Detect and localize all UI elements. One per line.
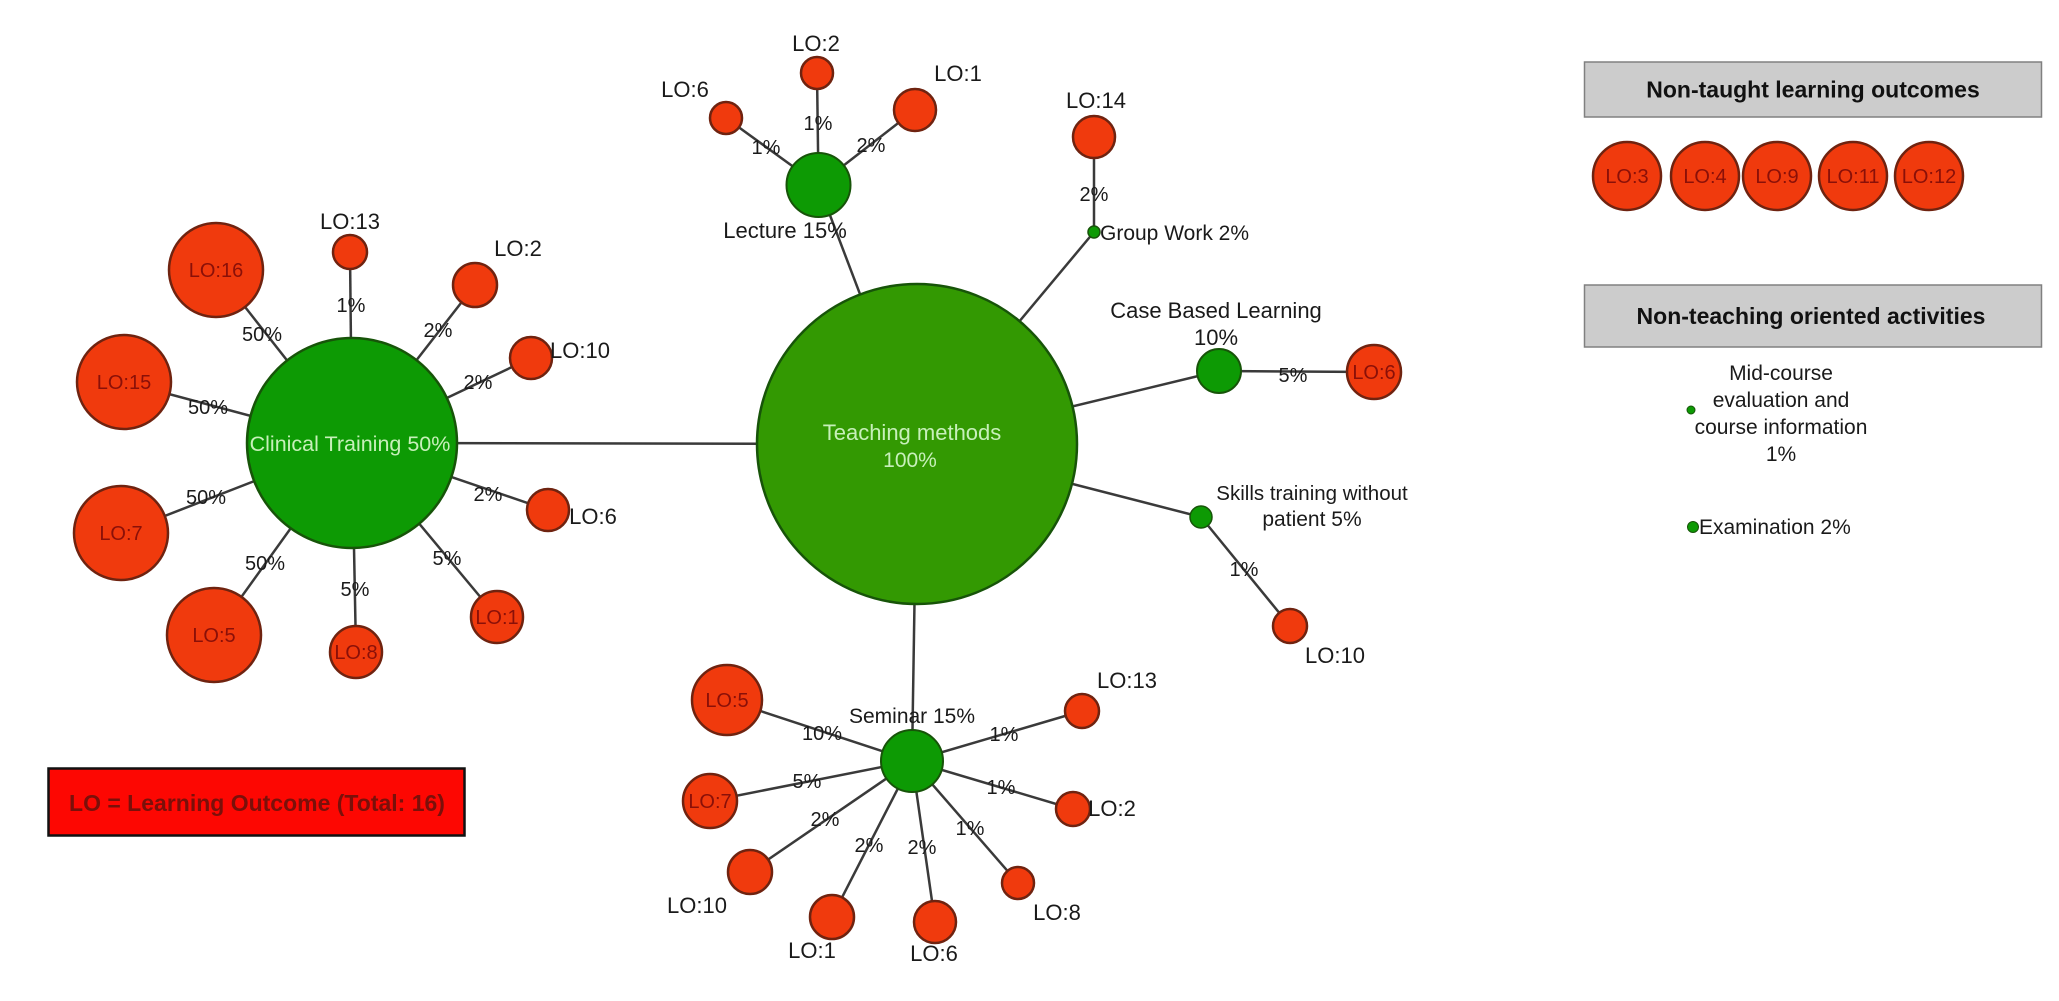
svg-text:2%: 2%	[1080, 184, 1109, 206]
svg-text:10%: 10%	[802, 723, 842, 745]
svg-text:1%: 1%	[752, 137, 781, 159]
svg-text:10%: 10%	[1194, 325, 1238, 350]
svg-text:2%: 2%	[855, 835, 884, 857]
svg-text:LO:13: LO:13	[320, 209, 380, 234]
svg-text:50%: 50%	[186, 487, 226, 509]
svg-text:evaluation and: evaluation and	[1713, 389, 1850, 412]
svg-text:LO:2: LO:2	[792, 31, 840, 56]
svg-text:1%: 1%	[1766, 443, 1796, 466]
svg-text:1%: 1%	[990, 724, 1019, 746]
svg-text:5%: 5%	[1279, 365, 1308, 387]
svg-text:LO:6: LO:6	[910, 941, 958, 966]
svg-text:Seminar 15%: Seminar 15%	[849, 705, 975, 728]
svg-text:2%: 2%	[908, 837, 937, 859]
svg-text:Case Based Learning: Case Based Learning	[1110, 298, 1322, 323]
svg-text:5%: 5%	[793, 771, 822, 793]
svg-text:LO:6: LO:6	[569, 504, 617, 529]
svg-text:100%: 100%	[883, 449, 937, 472]
svg-text:LO:2: LO:2	[494, 236, 542, 261]
svg-text:LO:10: LO:10	[550, 338, 610, 363]
svg-text:1%: 1%	[956, 818, 985, 840]
svg-text:Non-teaching oriented activiti: Non-teaching oriented activities	[1637, 303, 1986, 329]
svg-text:Group Work 2%: Group Work 2%	[1100, 222, 1249, 245]
svg-text:2%: 2%	[424, 320, 453, 342]
svg-text:50%: 50%	[245, 553, 285, 575]
svg-text:LO:5: LO:5	[192, 625, 235, 647]
svg-text:LO:11: LO:11	[1827, 166, 1880, 188]
svg-text:LO:6: LO:6	[661, 77, 709, 102]
svg-text:1%: 1%	[804, 113, 833, 135]
svg-text:LO:2: LO:2	[1088, 796, 1136, 821]
svg-text:LO:7: LO:7	[99, 523, 142, 545]
svg-text:course information: course information	[1695, 416, 1868, 439]
svg-text:5%: 5%	[341, 579, 370, 601]
svg-text:1%: 1%	[337, 295, 366, 317]
svg-text:Lecture 15%: Lecture 15%	[723, 218, 847, 243]
svg-text:patient 5%: patient 5%	[1262, 508, 1361, 531]
svg-text:LO:14: LO:14	[1066, 88, 1126, 113]
svg-text:2%: 2%	[474, 484, 503, 506]
svg-text:2%: 2%	[811, 809, 840, 831]
svg-text:LO:8: LO:8	[1033, 900, 1081, 925]
svg-text:LO:7: LO:7	[688, 791, 731, 813]
svg-text:LO:6: LO:6	[1352, 362, 1395, 384]
svg-text:LO:1: LO:1	[475, 607, 518, 629]
svg-text:LO:10: LO:10	[1305, 643, 1365, 668]
svg-text:2%: 2%	[464, 372, 493, 394]
svg-text:LO:16: LO:16	[189, 260, 243, 282]
svg-text:50%: 50%	[242, 324, 282, 346]
svg-text:Skills training without: Skills training without	[1216, 482, 1408, 505]
svg-text:LO:15: LO:15	[97, 372, 151, 394]
svg-text:Non-taught learning outcomes: Non-taught learning outcomes	[1646, 77, 1980, 103]
svg-text:Examination 2%: Examination 2%	[1699, 516, 1851, 539]
svg-text:LO:8: LO:8	[334, 642, 377, 664]
svg-text:1%: 1%	[1230, 559, 1259, 581]
svg-text:LO:1: LO:1	[934, 61, 982, 86]
svg-text:LO:1: LO:1	[788, 938, 836, 963]
svg-text:LO:10: LO:10	[667, 893, 727, 918]
svg-text:LO:9: LO:9	[1755, 166, 1798, 188]
svg-text:LO:12: LO:12	[1902, 166, 1956, 188]
svg-text:Clinical Training 50%: Clinical Training 50%	[250, 432, 451, 456]
svg-text:Mid-course: Mid-course	[1729, 362, 1833, 385]
svg-text:LO:5: LO:5	[705, 690, 748, 712]
svg-text:2%: 2%	[857, 135, 886, 157]
svg-text:1%: 1%	[987, 777, 1016, 799]
svg-text:Teaching methods: Teaching methods	[823, 420, 1002, 445]
svg-text:LO:4: LO:4	[1683, 166, 1726, 188]
svg-text:LO:13: LO:13	[1097, 668, 1157, 693]
svg-text:LO:3: LO:3	[1605, 166, 1648, 188]
svg-text:50%: 50%	[188, 397, 228, 419]
svg-text:LO = Learning Outcome (Total:: LO = Learning Outcome (Total: 16)	[69, 790, 445, 816]
svg-text:5%: 5%	[433, 548, 462, 570]
